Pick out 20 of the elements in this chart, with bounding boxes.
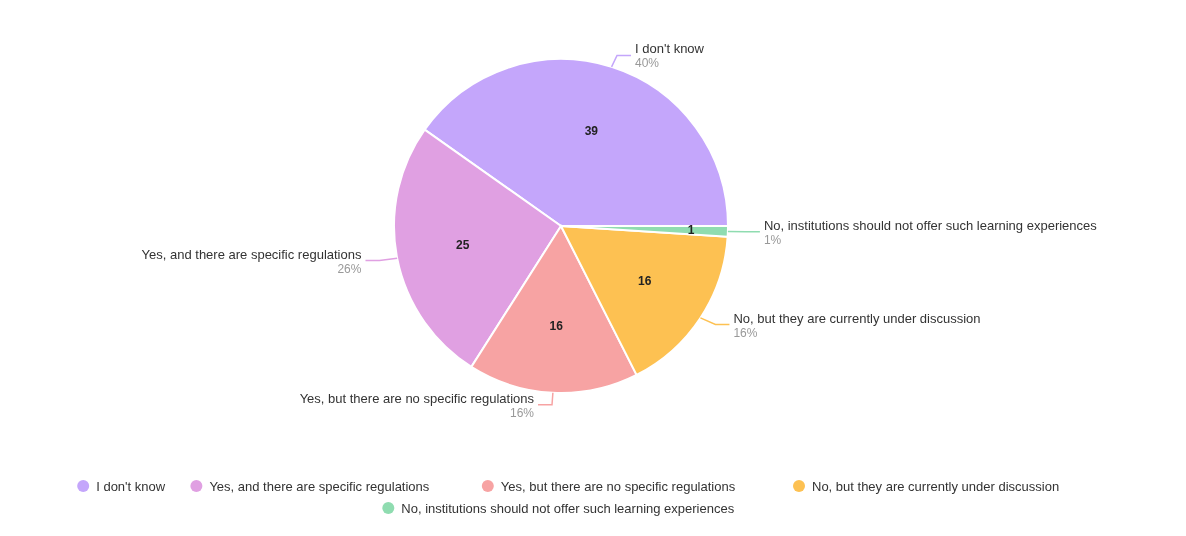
legend-label: Yes, and there are specific regulations <box>209 478 430 494</box>
data-label: 16 <box>637 274 652 289</box>
text: 1% <box>763 232 782 247</box>
text: 16% <box>509 405 535 420</box>
legend-label: No, institutions should not offer such learning experiences <box>401 500 735 516</box>
text: 40% <box>635 56 660 71</box>
data-label: 1 <box>687 223 695 238</box>
text: 26% <box>337 261 362 276</box>
legend-label: Yes, but there are no specific regulations <box>500 478 736 494</box>
legend-label: No, but they are currently under discussion <box>812 478 1060 494</box>
slice-label: No, but they are currently under discussion <box>733 310 981 326</box>
slice-label: No, institutions should not offer such learning experiences <box>763 217 1098 233</box>
data-label: 25 <box>456 238 470 253</box>
slice-label: Yes, and there are specific regulations <box>141 246 362 262</box>
data-label: 39 <box>584 123 599 138</box>
slice-label: Yes, but there are no specific regulations <box>299 390 535 406</box>
legend-label: I don't know <box>96 478 166 494</box>
slice-label: I don't know <box>635 41 705 57</box>
text: 16% <box>733 325 758 340</box>
data-label: 16 <box>549 319 564 334</box>
